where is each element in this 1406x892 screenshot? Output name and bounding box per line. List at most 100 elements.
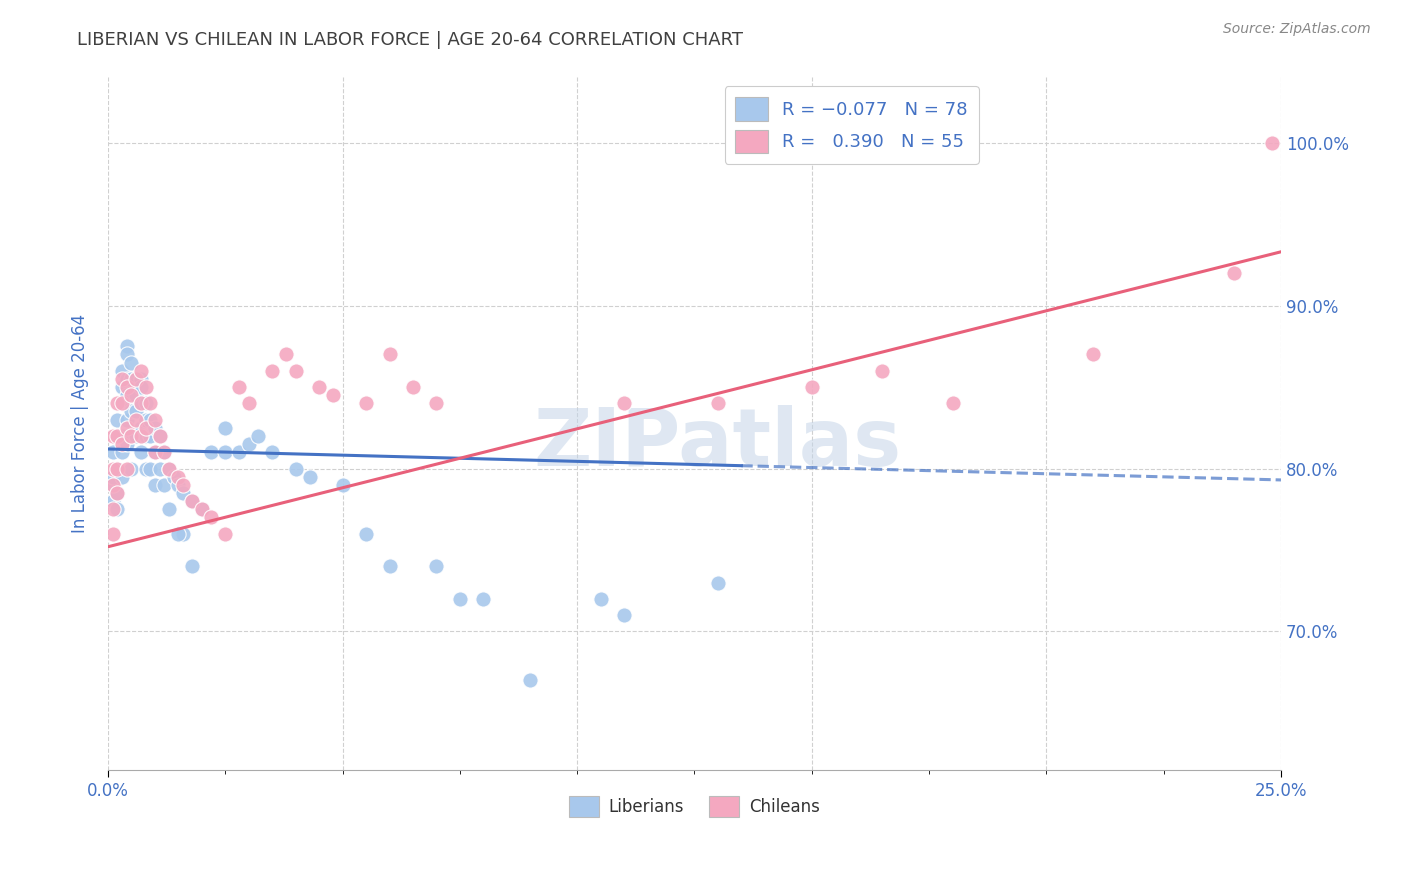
Point <box>284 461 307 475</box>
Point <box>101 478 124 492</box>
Point <box>135 396 157 410</box>
Point <box>172 486 194 500</box>
Point <box>354 396 377 410</box>
Point <box>143 445 166 459</box>
Point <box>120 356 142 370</box>
Point <box>322 388 344 402</box>
Point <box>1223 266 1246 280</box>
Point <box>120 461 142 475</box>
Point <box>115 372 138 386</box>
Point <box>200 445 222 459</box>
Point <box>135 421 157 435</box>
Point <box>125 372 148 386</box>
Point <box>200 510 222 524</box>
Point <box>172 478 194 492</box>
Point <box>135 380 157 394</box>
Point <box>105 486 128 500</box>
Point <box>139 429 162 443</box>
Point <box>139 461 162 475</box>
Point <box>120 388 142 402</box>
Point <box>111 364 134 378</box>
Point <box>129 396 152 410</box>
Point <box>613 608 636 623</box>
Point <box>111 469 134 483</box>
Point <box>120 372 142 386</box>
Point <box>143 445 166 459</box>
Point <box>111 437 134 451</box>
Point <box>613 396 636 410</box>
Text: ZIPatlas: ZIPatlas <box>534 406 903 483</box>
Point <box>284 364 307 378</box>
Point <box>262 445 284 459</box>
Point <box>519 673 541 688</box>
Point <box>425 396 447 410</box>
Point <box>101 494 124 508</box>
Point <box>172 526 194 541</box>
Point <box>354 526 377 541</box>
Point <box>105 429 128 443</box>
Point <box>163 469 186 483</box>
Point <box>472 591 495 606</box>
Point <box>238 396 260 410</box>
Point <box>105 396 128 410</box>
Point <box>707 575 730 590</box>
Point <box>214 526 236 541</box>
Point <box>115 388 138 402</box>
Point <box>101 502 124 516</box>
Point <box>589 591 612 606</box>
Point <box>111 445 134 459</box>
Point <box>135 461 157 475</box>
Point <box>157 461 180 475</box>
Point <box>105 502 128 516</box>
Point <box>125 388 148 402</box>
Point <box>129 421 152 435</box>
Point <box>378 559 401 574</box>
Point <box>425 559 447 574</box>
Point <box>111 380 134 394</box>
Point <box>101 461 124 475</box>
Point <box>129 396 152 410</box>
Point <box>120 429 142 443</box>
Point <box>228 445 250 459</box>
Point <box>125 372 148 386</box>
Point <box>181 494 204 508</box>
Point <box>402 380 425 394</box>
Point <box>153 445 176 459</box>
Point <box>111 372 134 386</box>
Point <box>115 461 138 475</box>
Point <box>167 469 190 483</box>
Point <box>101 469 124 483</box>
Point <box>143 478 166 492</box>
Point <box>101 429 124 443</box>
Point <box>143 421 166 435</box>
Point <box>115 437 138 451</box>
Point <box>149 429 172 443</box>
Point <box>181 559 204 574</box>
Point <box>105 461 128 475</box>
Point <box>941 396 963 410</box>
Point <box>125 404 148 418</box>
Point <box>120 404 142 418</box>
Point <box>378 347 401 361</box>
Point <box>139 396 162 410</box>
Text: LIBERIAN VS CHILEAN IN LABOR FORCE | AGE 20-64 CORRELATION CHART: LIBERIAN VS CHILEAN IN LABOR FORCE | AGE… <box>77 31 744 49</box>
Point <box>247 429 270 443</box>
Point <box>115 412 138 426</box>
Point <box>129 372 152 386</box>
Point <box>135 429 157 443</box>
Point <box>214 445 236 459</box>
Point <box>149 461 172 475</box>
Point <box>143 412 166 426</box>
Point <box>129 380 152 394</box>
Point <box>298 469 321 483</box>
Point <box>115 347 138 361</box>
Point <box>139 412 162 426</box>
Point <box>214 421 236 435</box>
Point <box>115 380 138 394</box>
Point <box>111 396 134 410</box>
Point <box>105 429 128 443</box>
Point <box>707 396 730 410</box>
Point <box>191 502 214 516</box>
Point <box>191 502 214 516</box>
Legend: Liberians, Chileans: Liberians, Chileans <box>562 789 827 824</box>
